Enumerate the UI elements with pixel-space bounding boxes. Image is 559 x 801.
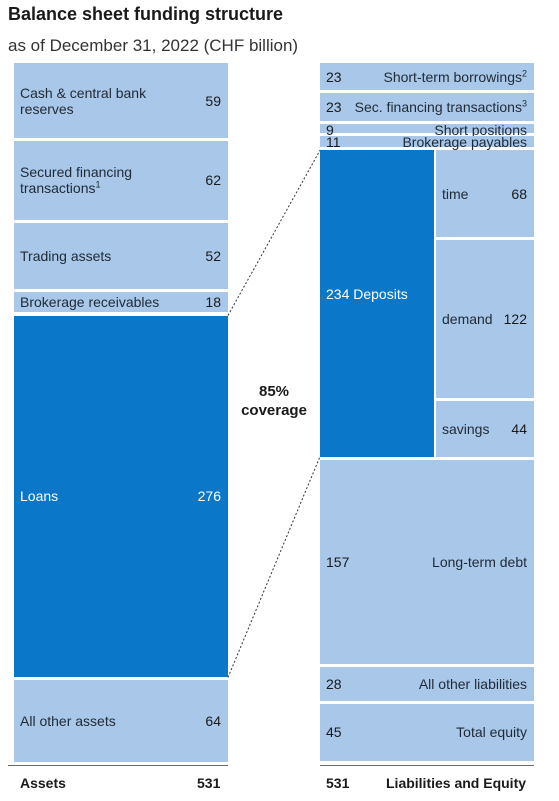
liabilities-baseline bbox=[320, 765, 534, 766]
liabilities-axis-label: Liabilities and Equity bbox=[386, 775, 527, 791]
secured-financing-transactions-footnote: 1 bbox=[95, 179, 101, 190]
liability-bar-brokerage-payables: 11 Brokerage payables bbox=[320, 133, 534, 150]
long-term-debt-label-text: Long-term debt bbox=[432, 553, 527, 570]
asset-label-cash-central-bank-reserves: Cash & central bank reserves bbox=[20, 85, 150, 117]
liability-bar-total-equity: 45 Total equity bbox=[320, 704, 534, 761]
asset-bar-all-other-assets: All other assets 64 bbox=[14, 680, 228, 762]
asset-label-loans: Loans bbox=[20, 488, 190, 504]
cash-central-bank-reserves-label-text: Cash & central bank reserves bbox=[20, 84, 147, 117]
chart-subtitle: as of December 31, 2022 (CHF billion) bbox=[8, 36, 299, 55]
deposit-bar-demand: demand 122 bbox=[436, 240, 534, 399]
connector-line-top bbox=[227, 150, 321, 316]
brokerage-receivables-label-text: Brokerage receivables bbox=[20, 294, 160, 311]
asset-bar-secured-financing-transactions: Secured financing transactions1 62 bbox=[14, 141, 228, 220]
liability-bar-all-other-liabilities: 28 All other liabilities bbox=[320, 667, 534, 702]
asset-label-all-other-assets: All other assets bbox=[20, 713, 190, 729]
sec-financing-transactions-footnote: 3 bbox=[521, 98, 527, 109]
asset-bar-trading-assets: Trading assets 52 bbox=[14, 222, 228, 289]
asset-value-brokerage-receivables: 18 bbox=[205, 294, 221, 311]
liability-bar-long-term-debt: 157 Long-term debt bbox=[320, 459, 534, 665]
liability-label-sec-financing-transactions: Sec. financing transactions3 bbox=[355, 99, 527, 115]
loans-label-text: Loans bbox=[20, 488, 59, 505]
deposit-value-savings: 44 bbox=[511, 421, 527, 438]
brokerage-payables-label-text: Brokerage payables bbox=[402, 133, 527, 150]
coverage-label: coverage bbox=[241, 402, 307, 419]
all-other-liabilities-label-text: All other liabilities bbox=[418, 676, 527, 693]
trading-assets-label-text: Trading assets bbox=[20, 247, 112, 264]
asset-bar-cash-central-bank-reserves: Cash & central bank reserves 59 bbox=[14, 63, 228, 138]
liabilities-total: 531 bbox=[326, 775, 350, 791]
deposit-label-demand: demand bbox=[442, 311, 493, 328]
asset-value-loans: 276 bbox=[197, 488, 221, 505]
assets-baseline bbox=[8, 765, 228, 766]
deposits-label-text: Deposits bbox=[353, 286, 408, 303]
liability-label-total-equity: Total equity bbox=[456, 724, 527, 740]
deposit-value-time: 68 bbox=[511, 185, 527, 202]
asset-bar-brokerage-receivables: Brokerage receivables 18 bbox=[14, 291, 228, 313]
liability-value-short-positions: 9 bbox=[326, 121, 334, 138]
liability-label-all-other-liabilities: All other liabilities bbox=[419, 676, 527, 692]
assets-total: 531 bbox=[197, 775, 221, 791]
short-positions-label-text: Short positions bbox=[434, 121, 527, 138]
coverage-percent: 85% bbox=[258, 383, 290, 400]
liability-bar-deposits: 234 Deposits bbox=[320, 150, 436, 457]
coverage-annotation: 85% coverage bbox=[228, 382, 320, 420]
short-term-borrowings-footnote: 2 bbox=[521, 68, 527, 79]
chart-title: Balance sheet funding structure bbox=[8, 4, 284, 24]
deposits-value: 234 bbox=[326, 286, 354, 303]
sec-financing-transactions-label-text: Sec. financing transactions bbox=[354, 99, 522, 116]
connector-line-bottom bbox=[227, 456, 321, 678]
liability-bar-short-positions: 9 Short positions bbox=[320, 122, 534, 138]
liability-bar-sec-financing-transactions: 23 Sec. financing transactions3 bbox=[320, 93, 534, 121]
liability-value-total-equity: 45 bbox=[326, 724, 342, 741]
deposit-label-time: time bbox=[442, 185, 469, 202]
all-other-assets-label-text: All other assets bbox=[20, 713, 116, 730]
deposit-bar-savings: savings 44 bbox=[436, 401, 534, 457]
liability-label-short-positions: Short positions bbox=[434, 122, 527, 138]
deposit-bar-time: time 68 bbox=[436, 150, 534, 238]
liability-label-brokerage-payables: Brokerage payables bbox=[402, 134, 527, 150]
asset-label-brokerage-receivables: Brokerage receivables bbox=[20, 294, 190, 310]
assets-axis-label: Assets bbox=[20, 775, 66, 791]
asset-bar-loans: Loans 276 bbox=[14, 315, 228, 678]
liability-value-short-term-borrowings: 23 bbox=[326, 68, 342, 85]
asset-value-secured-financing-transactions: 62 bbox=[205, 172, 221, 189]
asset-value-trading-assets: 52 bbox=[205, 247, 221, 264]
asset-value-cash-central-bank-reserves: 59 bbox=[205, 92, 221, 109]
asset-value-all-other-assets: 64 bbox=[205, 713, 221, 730]
liability-label-long-term-debt: Long-term debt bbox=[432, 554, 527, 570]
liability-label-deposits: 234 Deposits bbox=[326, 286, 436, 302]
liability-value-brokerage-payables: 11 bbox=[326, 133, 341, 150]
deposit-label-savings: savings bbox=[442, 421, 490, 438]
liability-label-short-term-borrowings: Short-term borrowings2 bbox=[383, 69, 527, 85]
deposit-value-demand: 122 bbox=[503, 311, 527, 328]
secured-financing-transactions-label-text: Secured financing transactions bbox=[20, 164, 133, 197]
asset-label-trading-assets: Trading assets bbox=[20, 248, 190, 264]
total-equity-label-text: Total equity bbox=[456, 724, 527, 741]
asset-label-secured-financing-transactions: Secured financing transactions1 bbox=[20, 164, 150, 196]
short-term-borrowings-label-text: Short-term borrowings bbox=[383, 68, 522, 85]
liability-value-sec-financing-transactions: 23 bbox=[326, 99, 342, 116]
liability-value-long-term-debt: 157 bbox=[326, 553, 350, 570]
liability-value-all-other-liabilities: 28 bbox=[326, 676, 342, 693]
liability-bar-short-term-borrowings: 23 Short-term borrowings2 bbox=[320, 63, 534, 91]
